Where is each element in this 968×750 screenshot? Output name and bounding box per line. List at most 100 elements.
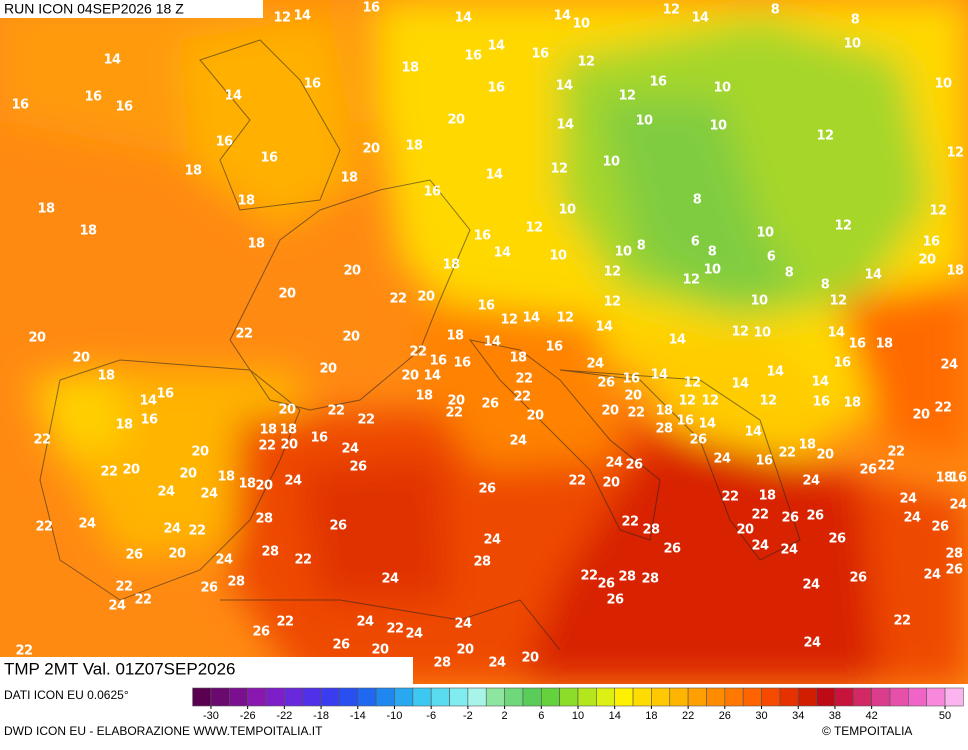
- scale-tick-label: -26: [240, 710, 256, 722]
- temp-label: 22: [621, 515, 638, 530]
- temp-label: 22: [389, 292, 406, 307]
- scale-swatch: [504, 687, 524, 707]
- temp-label: 8: [821, 278, 830, 293]
- temp-label: 22: [386, 622, 403, 637]
- temp-label: 24: [899, 492, 917, 507]
- temp-label: 12: [556, 311, 573, 326]
- temp-label: 18: [115, 418, 133, 433]
- temp-label: 12: [525, 221, 542, 236]
- temp-label: 18: [405, 139, 423, 154]
- temp-label: 16: [362, 1, 380, 16]
- scale-swatch: [852, 687, 872, 707]
- scale-tick-label: -10: [387, 710, 403, 722]
- temp-label: 10: [572, 17, 590, 32]
- temp-label: 12: [946, 146, 963, 161]
- run-title: RUN ICON 04SEP2026 18 Z: [4, 1, 184, 17]
- temp-label: 26: [597, 376, 615, 391]
- temp-label: 24: [341, 442, 359, 457]
- temp-label: 14: [744, 425, 762, 440]
- temp-label: 20: [72, 351, 90, 366]
- scale-swatch: [320, 687, 340, 707]
- temp-label: 24: [713, 452, 731, 467]
- temp-label: 14: [731, 377, 749, 392]
- temp-label: 18: [401, 61, 419, 76]
- temp-label: 16: [949, 471, 967, 486]
- temp-label: 16: [215, 135, 233, 150]
- temp-label: 16: [477, 299, 495, 314]
- temp-label: 10: [843, 37, 861, 52]
- temp-label: 8: [708, 245, 717, 260]
- temp-label: 26: [252, 625, 270, 640]
- temp-label: 6: [767, 250, 776, 265]
- coastlines: [39, 39, 801, 651]
- temp-label: 20: [417, 290, 435, 305]
- scale-tick-label: -22: [276, 710, 292, 722]
- scale-swatch: [908, 687, 927, 707]
- temp-label: 14: [493, 246, 511, 261]
- temp-label: 14: [293, 9, 311, 24]
- scale-swatch: [449, 687, 469, 707]
- temp-label: 18: [875, 337, 893, 352]
- temp-label: 24: [586, 357, 604, 372]
- temp-label: 12: [603, 295, 620, 310]
- temp-label: 28: [945, 547, 963, 562]
- run-box: [0, 0, 263, 18]
- temp-label: 20: [736, 523, 754, 538]
- temp-label: 24: [605, 456, 623, 471]
- temp-label: 16: [453, 356, 471, 371]
- temp-label: 16: [848, 337, 866, 352]
- scale-swatch: [889, 687, 909, 707]
- temp-label: 14: [595, 320, 613, 335]
- scale-swatch: [540, 687, 560, 707]
- scale-tick-label: -14: [350, 710, 366, 722]
- temp-label: 20: [526, 409, 544, 424]
- scale-swatch: [669, 687, 689, 707]
- scale-swatch: [779, 687, 799, 707]
- temp-label: 14: [139, 394, 157, 409]
- temp-label: 20: [278, 403, 296, 418]
- field-box: [0, 657, 413, 684]
- temp-label: 26: [859, 463, 877, 478]
- temp-label: 12: [829, 294, 846, 309]
- temp-label: 26: [663, 542, 681, 557]
- temp-label: 28: [473, 555, 491, 570]
- temp-label: 20: [122, 463, 140, 478]
- temp-label: 24: [751, 539, 769, 554]
- temp-label: 24: [284, 474, 302, 489]
- temp-label: 22: [258, 439, 275, 454]
- temp-label: 20: [918, 253, 936, 268]
- credit-label: DWD ICON EU - ELABORAZIONE WWW.TEMPOITAL…: [4, 724, 323, 738]
- temp-label: 20: [278, 287, 296, 302]
- scale-swatch: [339, 687, 359, 707]
- temp-label: 14: [864, 268, 882, 283]
- temp-label: 24: [163, 522, 181, 537]
- temp-label: 16: [531, 47, 549, 62]
- temp-label: 18: [946, 264, 964, 279]
- temp-label: 16: [833, 356, 851, 371]
- temp-label: 26: [125, 548, 143, 563]
- temp-label: 22: [235, 327, 252, 342]
- temp-label: 18: [442, 258, 460, 273]
- temp-label: 22: [100, 465, 117, 480]
- temp-label: 16: [115, 100, 133, 115]
- scale-swatch: [192, 687, 212, 707]
- temp-label: 14: [423, 369, 441, 384]
- temp-label: 22: [513, 390, 530, 405]
- temp-label: 16: [622, 372, 640, 387]
- temp-label: 16: [545, 340, 563, 355]
- temp-label: 16: [649, 75, 667, 90]
- temp-label: 12: [816, 129, 833, 144]
- temp-label: 22: [188, 524, 205, 539]
- temp-label: 18: [217, 470, 235, 485]
- scale-tick-label: 6: [538, 710, 544, 722]
- temp-label: 24: [949, 498, 967, 513]
- temp-label: 14: [827, 326, 845, 341]
- scale-tick-label: 50: [939, 710, 951, 722]
- temp-label: 16: [84, 90, 102, 105]
- temp-label: 16: [922, 235, 940, 250]
- temp-label: 22: [877, 459, 894, 474]
- temp-label: 20: [168, 547, 186, 562]
- scale-tick-label: 34: [792, 710, 804, 722]
- temp-label: 20: [343, 264, 361, 279]
- temp-label: 20: [601, 404, 619, 419]
